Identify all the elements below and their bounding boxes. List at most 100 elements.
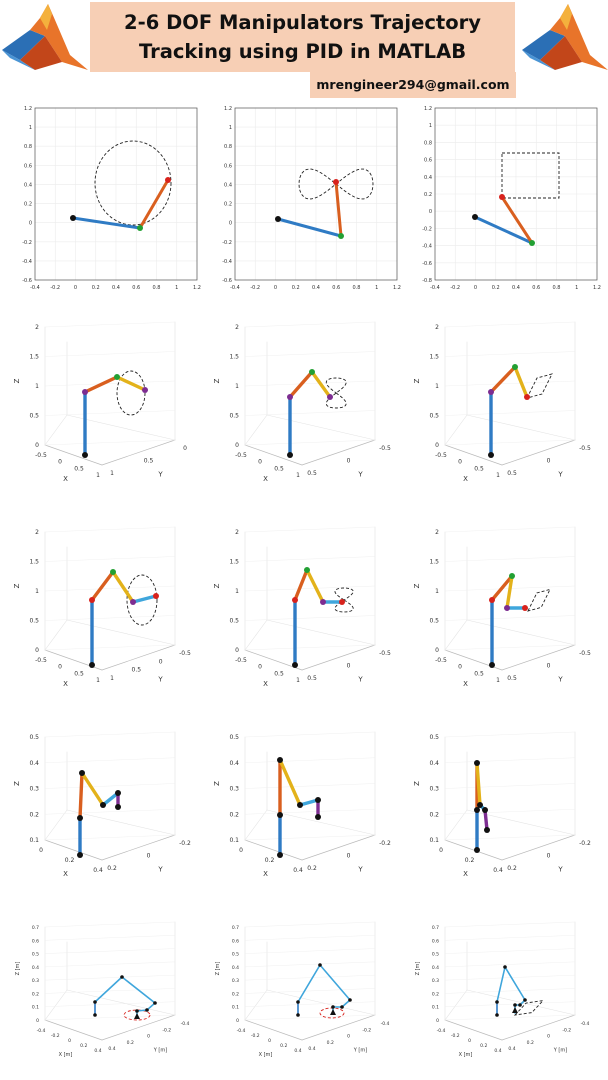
y-tick-label: 0 bbox=[147, 853, 151, 860]
grid-line bbox=[444, 380, 576, 387]
z-tick-label: 0 bbox=[35, 647, 39, 654]
manipulator-joint bbox=[482, 807, 488, 813]
grid-line bbox=[444, 757, 576, 763]
x-tick-label: 0 bbox=[468, 1038, 471, 1044]
manipulator-link bbox=[115, 375, 147, 392]
y-tick-label: 0.6 bbox=[224, 163, 232, 169]
y-axis-label: Y [m] bbox=[553, 1048, 567, 1054]
y-tick-label: 0.6 bbox=[424, 158, 432, 164]
z-tick-label: 0.5 bbox=[232, 952, 239, 958]
manipulator-joint bbox=[165, 177, 171, 183]
x-tick-label: 0.6 bbox=[132, 285, 140, 291]
z-tick-label: 0 bbox=[235, 647, 239, 654]
x-axis-label: X [m] bbox=[259, 1052, 273, 1058]
planar-2dof-figure8-plot: -0.4 -0.2 0 0.2 0.4 0.6 0.8 1 1.2 1.2 1 0.8 0.6 0.4 0.… bbox=[205, 100, 403, 295]
x-tick-label: 0 bbox=[474, 285, 477, 291]
y-tick-label: -0.6 bbox=[422, 261, 432, 267]
y-axis-label: Y bbox=[357, 676, 363, 684]
z-tick-label: 0 bbox=[436, 1018, 439, 1024]
trajectory-square bbox=[526, 373, 553, 399]
z-tick-label: 2 bbox=[435, 529, 439, 536]
grid-line bbox=[244, 380, 376, 387]
floor-edge bbox=[444, 989, 468, 1021]
grid-line bbox=[444, 439, 576, 446]
spatial-6dof-pose2-plot: 0.7 0.6 0.5 0.4 0.3 0.2 0.1 0 -0.4 -0.2 0 0.2 0.4 0.4… bbox=[205, 905, 403, 1080]
y-tick-label: 0 bbox=[183, 445, 187, 452]
email-label: mrengineer294@gmail.com bbox=[310, 72, 516, 98]
manipulator-joint bbox=[499, 194, 505, 200]
floor-edge bbox=[466, 809, 576, 836]
spatial-5dof-pose2-plot: 0.5 0.4 0.3 0.2 0.1 0 0.2 0.4 0.2 0 -0.2 Z X Y bbox=[205, 715, 403, 900]
x-tick-label: -0.2 bbox=[450, 285, 460, 291]
z-tick-label: 0.3 bbox=[32, 978, 39, 984]
z-axis-label: Z bbox=[213, 583, 221, 588]
z-tick-label: 1 bbox=[235, 383, 239, 390]
manipulator-link bbox=[319, 964, 351, 1001]
x-tick-label: 0 bbox=[258, 664, 262, 671]
x-tick-label: 1.2 bbox=[593, 285, 601, 291]
floor-edge bbox=[466, 989, 576, 1016]
floor-edge bbox=[44, 444, 103, 466]
y-axis-label: Y bbox=[357, 866, 363, 874]
manipulator-joint bbox=[89, 597, 95, 603]
floor-edge bbox=[444, 1019, 503, 1041]
spatial-3dof-circle-plot: 2 1.5 1 0.5 0 -0.5 0 0.5 1 1 0.5 0 Z X Y bbox=[5, 305, 203, 505]
z-tick-label: 0.5 bbox=[229, 413, 239, 420]
x-tick-label: -0.4 bbox=[30, 285, 40, 291]
floor-edge bbox=[444, 444, 503, 466]
grid-line bbox=[44, 834, 176, 841]
y-axis-label: Y [m] bbox=[153, 1048, 167, 1054]
y-tick-label: 0 bbox=[547, 1034, 550, 1040]
x-axis-label: X bbox=[63, 475, 68, 483]
z-axis-label: Z [m] bbox=[215, 962, 221, 976]
grid-line bbox=[44, 615, 176, 621]
z-tick-label: 0.6 bbox=[232, 938, 239, 944]
y-tick-label: 0 bbox=[29, 221, 32, 227]
grid-line bbox=[244, 834, 376, 841]
grid-line bbox=[444, 948, 576, 954]
manipulator-link bbox=[297, 964, 321, 1003]
x-tick-label: 0.2 bbox=[480, 1043, 487, 1049]
floor-edge bbox=[501, 644, 576, 671]
z-tick-label: 0.5 bbox=[32, 952, 39, 958]
floor-edge bbox=[301, 834, 376, 861]
y-axis-label: Y bbox=[557, 676, 563, 684]
manipulator-joint bbox=[135, 1009, 139, 1013]
grid-line bbox=[444, 321, 576, 328]
manipulator-joint bbox=[115, 790, 121, 796]
x-axis-label: X bbox=[263, 475, 268, 483]
y-tick-label: -0.2 bbox=[22, 240, 32, 246]
trajectory-circle bbox=[94, 140, 172, 226]
z-tick-label: 0.4 bbox=[429, 760, 439, 767]
title-line-2: Tracking using PID in MATLAB bbox=[138, 40, 467, 63]
y-axis-label: Y [m] bbox=[353, 1048, 367, 1054]
manipulator-joint bbox=[296, 1000, 300, 1004]
manipulator-joint bbox=[348, 998, 352, 1002]
y-tick-label: 0.4 bbox=[308, 1046, 315, 1052]
manipulator-joint bbox=[153, 1001, 157, 1005]
x-tick-label: 0.4 bbox=[93, 867, 103, 874]
y-tick-label: 1.2 bbox=[224, 106, 232, 112]
grid-line bbox=[244, 948, 376, 954]
x-tick-label: -0.4 bbox=[37, 1028, 46, 1034]
manipulator-link bbox=[94, 976, 123, 1003]
trajectory-ellipse bbox=[123, 1009, 151, 1021]
manipulator-joint bbox=[518, 1003, 522, 1007]
z-tick-label: 1 bbox=[35, 383, 39, 390]
y-tick-label: 0 bbox=[347, 458, 351, 465]
z-tick-label: 0.6 bbox=[32, 938, 39, 944]
end-effector-marker bbox=[134, 1013, 140, 1019]
z-tick-label: 0.5 bbox=[429, 413, 439, 420]
y-tick-label: -0.4 bbox=[581, 1021, 590, 1027]
grid-line bbox=[244, 783, 376, 789]
y-tick-label: 0 bbox=[429, 209, 432, 215]
x-tick-label: -0.2 bbox=[251, 1033, 260, 1039]
x-tick-label: 0.6 bbox=[532, 285, 540, 291]
y-axis-label: Y bbox=[157, 471, 163, 479]
y-tick-label: -0.5 bbox=[579, 445, 591, 452]
floor-edge bbox=[266, 414, 376, 441]
manipulator-joint bbox=[153, 593, 159, 599]
z-tick-label: 0.5 bbox=[429, 618, 439, 625]
manipulator-link bbox=[80, 771, 105, 807]
x-tick-label: -0.5 bbox=[435, 452, 447, 459]
